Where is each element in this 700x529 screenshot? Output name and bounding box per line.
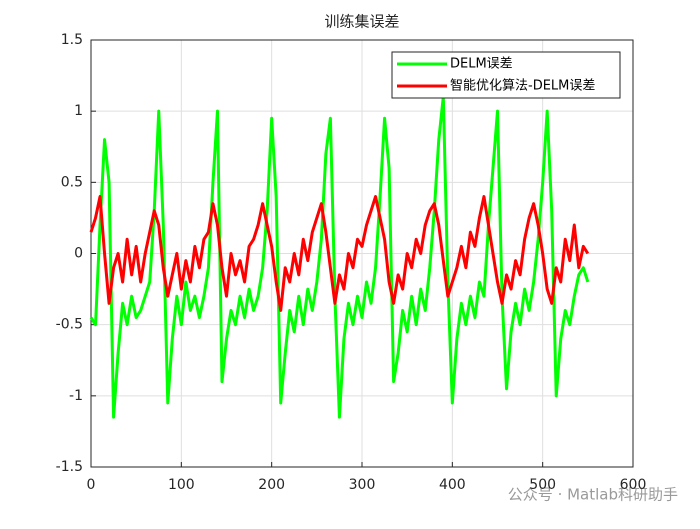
legend-box: [391, 51, 621, 99]
legend-label: DELM误差: [450, 57, 513, 72]
y-tick-label: -0.5: [56, 317, 83, 333]
y-tick-label: 0: [74, 246, 83, 262]
x-tick-label: 600: [620, 477, 647, 493]
line-series: [89, 95, 590, 419]
x-tick-label: 200: [258, 477, 285, 493]
y-tick-label: -1: [69, 388, 83, 404]
line-series: [89, 195, 590, 312]
x-tick-label: 400: [439, 477, 466, 493]
watermark: 公众号 · Matlab科研助手: [508, 486, 678, 504]
y-tick-label: -1.5: [56, 459, 83, 475]
y-tick-label: 0.5: [61, 174, 83, 190]
x-tick-label: 100: [168, 477, 195, 493]
axes-box: [90, 39, 634, 468]
x-tick-label: 0: [87, 477, 96, 493]
chart-title: 训练集误差: [324, 13, 399, 31]
x-tick-label: 300: [349, 477, 376, 493]
legend-label: 智能优化算法-DELM误差: [450, 79, 595, 94]
y-tick-label: 1.5: [61, 32, 83, 48]
y-tick-label: 1: [74, 103, 83, 119]
x-tick-label: 500: [529, 477, 556, 493]
